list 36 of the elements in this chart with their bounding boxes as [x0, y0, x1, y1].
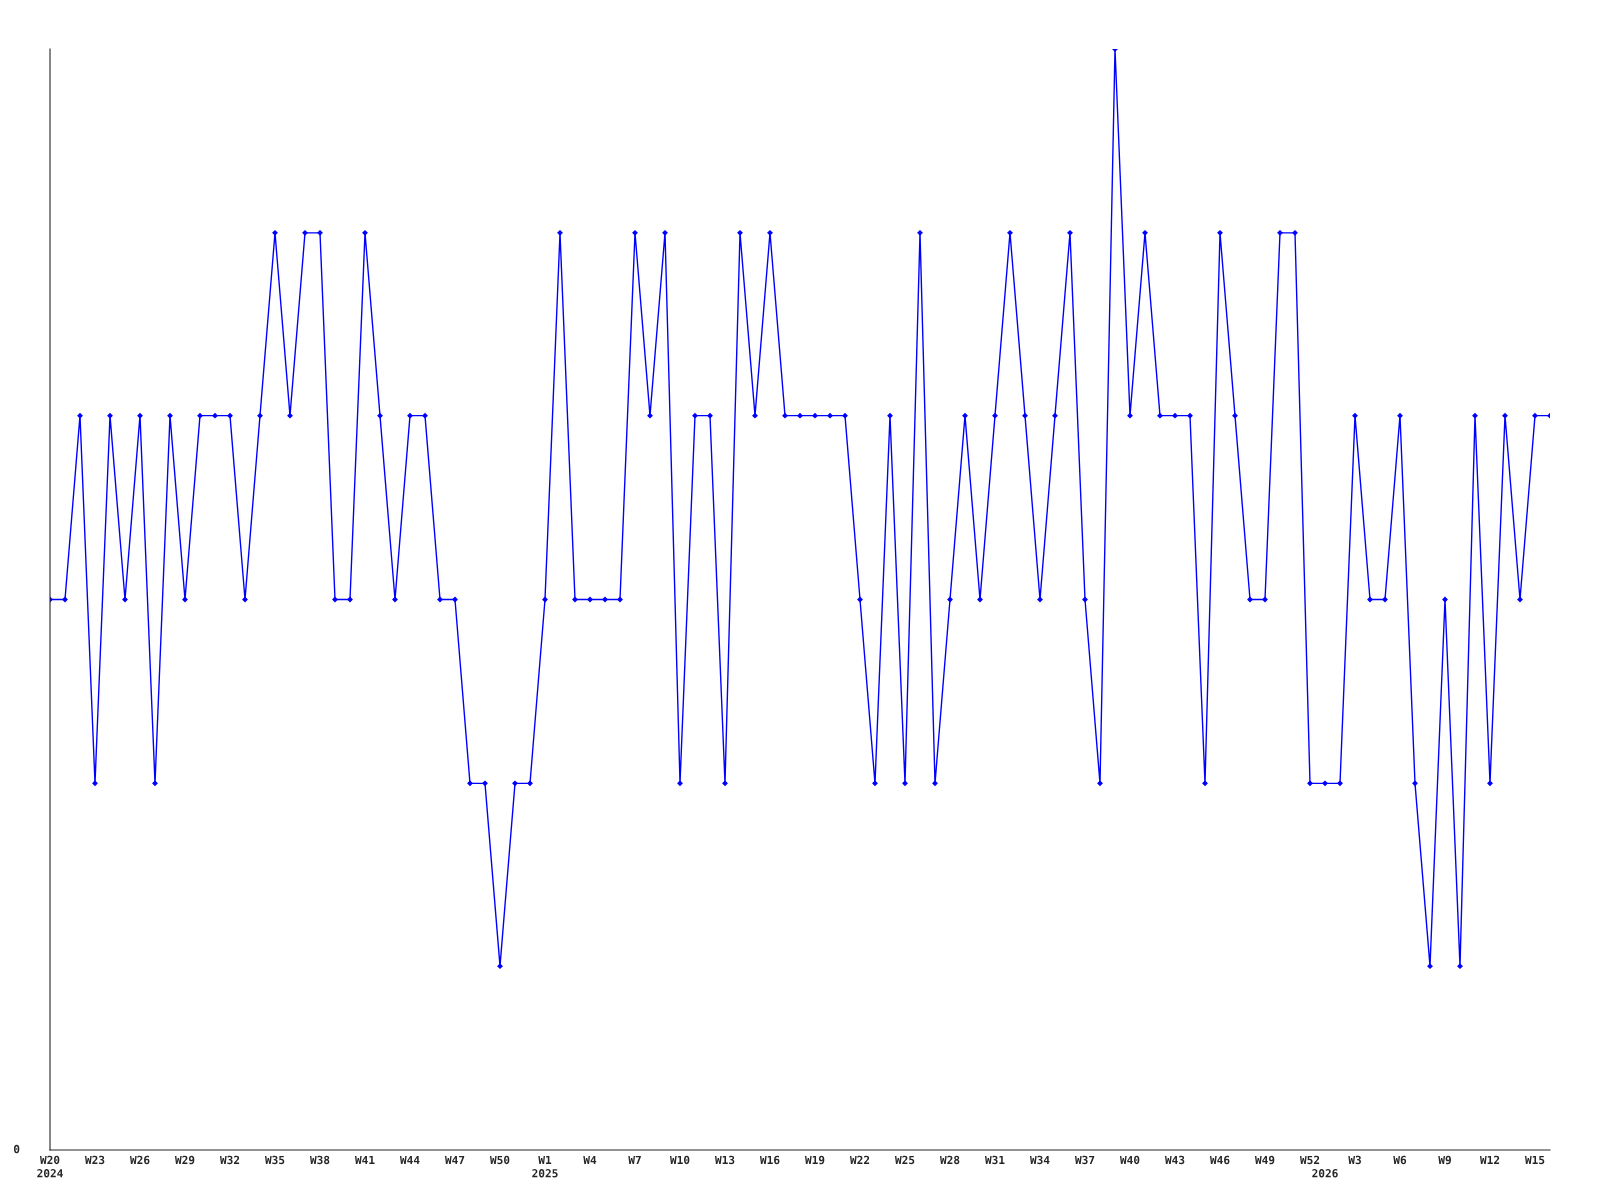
x-tick-label: W52: [1299, 1155, 1320, 1165]
x-tick-label: W34: [1029, 1155, 1050, 1165]
x-tick-label: W25: [894, 1155, 915, 1165]
x-tick-label: W13: [714, 1155, 735, 1165]
x-tick-label: W3: [1348, 1155, 1361, 1165]
x-tick-label: W37: [1074, 1155, 1095, 1165]
x-tick-label: W15: [1524, 1155, 1545, 1165]
x-tick-label: W40: [1119, 1155, 1140, 1165]
x-tick-label: W16: [759, 1155, 780, 1165]
x-tick-label: W41: [354, 1155, 375, 1164]
x-tick-label: W20 2024: [37, 1155, 63, 1178]
x-tick-label: W49: [1254, 1155, 1275, 1165]
x-tick-label: W28: [939, 1155, 960, 1165]
x-tick-label: W12: [1479, 1155, 1500, 1164]
x-tick-label: W19: [804, 1155, 825, 1165]
x-tick-label: W46: [1209, 1155, 1230, 1165]
x-tick-label: W23: [84, 1155, 105, 1165]
x-tick-label: W26: [129, 1155, 150, 1165]
x-tick-label: W7: [628, 1155, 641, 1164]
x-tick-label: W50: [489, 1155, 510, 1165]
x-tick-label: W47: [444, 1155, 465, 1164]
x-tick-label: W44: [399, 1155, 420, 1164]
x-tick-label: W6: [1393, 1155, 1407, 1165]
x-tick-label: W38: [309, 1155, 330, 1165]
x-tick-label: W29: [174, 1155, 195, 1165]
x-tick-label: W35: [264, 1155, 285, 1165]
text: 0: [13, 1144, 20, 1154]
x-tick-label: W10: [669, 1155, 690, 1165]
x-tick-label: W4: [583, 1155, 597, 1164]
x-tick-label: 2026: [1312, 1169, 1338, 1178]
x-tick-label: W9: [1438, 1155, 1451, 1165]
x-tick-label: W22: [849, 1155, 870, 1164]
x-tick-label: W1 2025: [532, 1155, 558, 1178]
x-tick-label: W32: [219, 1155, 240, 1165]
x-tick-label: W43: [1164, 1155, 1185, 1165]
x-tick-label: W31: [984, 1155, 1005, 1165]
